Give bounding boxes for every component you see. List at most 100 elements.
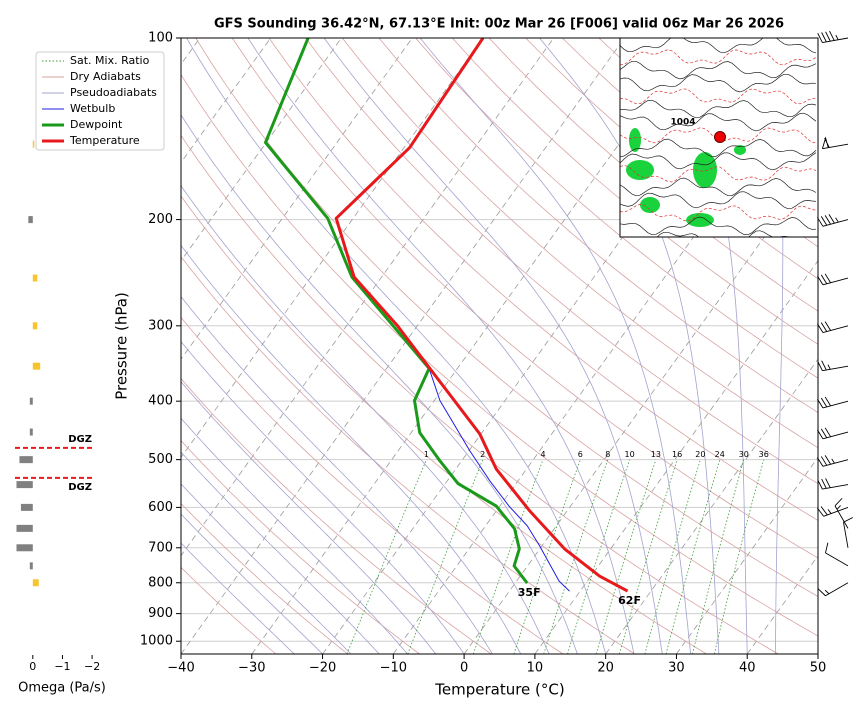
isobar <box>620 60 817 80</box>
mixing-ratio-line <box>567 459 630 654</box>
dry-adiabat <box>305 38 818 485</box>
mixing-ratio-label: 20 <box>695 450 705 459</box>
omega-bar <box>29 562 33 570</box>
precip-area <box>626 160 654 180</box>
wind-barb <box>817 214 849 227</box>
x-tick-label: −10 <box>380 661 407 676</box>
x-tick-label: 10 <box>527 661 544 676</box>
isobar <box>620 165 817 183</box>
isobar <box>620 127 817 144</box>
y-tick-label: 800 <box>148 575 173 590</box>
dry-adiabat <box>181 316 564 654</box>
pseudoadiabat <box>186 38 607 654</box>
legend-label: Dewpoint <box>70 118 123 131</box>
dry-adiabat <box>452 38 818 345</box>
profiles <box>264 38 629 593</box>
wind-barb <box>817 321 849 333</box>
profile-line <box>428 368 570 592</box>
y-axis-label: Pressure (hPa) <box>113 292 131 400</box>
pseudoadiabat <box>419 38 691 654</box>
pseudoadiabat <box>181 244 522 654</box>
mixing-ratio-line <box>407 459 484 654</box>
dgz-label: DGZ <box>68 434 92 445</box>
mixing-ratio-line <box>543 459 609 654</box>
pseudoadiabat <box>181 295 493 654</box>
profile-line <box>264 38 529 585</box>
isobar <box>620 177 817 197</box>
map-inset: 1004 <box>620 38 818 237</box>
legend-label: Dry Adiabats <box>70 70 141 83</box>
y-tick-label: 300 <box>148 318 173 333</box>
dry-adiabat <box>488 38 818 312</box>
legend-label: Temperature <box>69 134 140 147</box>
dry-adiabat <box>268 38 818 521</box>
mixing-ratio-label: 6 <box>578 450 583 459</box>
omega-bar <box>28 216 33 224</box>
y-tick-label: 500 <box>148 452 173 467</box>
isotherm <box>181 38 555 557</box>
y-tick-label: 700 <box>148 540 173 555</box>
mixing-ratio-line <box>665 459 721 654</box>
dry-adiabat <box>181 134 779 654</box>
y-tick-label: 200 <box>148 212 173 227</box>
wind-barb <box>817 455 849 467</box>
mixing-ratio-line <box>692 459 745 654</box>
dry-adiabat <box>181 566 277 654</box>
dgz-label: DGZ <box>68 482 92 493</box>
x-tick-label: −40 <box>167 661 194 676</box>
wind-barb <box>834 497 849 529</box>
isotherm <box>181 38 484 459</box>
x-tick-label: −30 <box>238 661 265 676</box>
mixing-ratio-label: 4 <box>540 450 545 459</box>
wind-barb <box>821 136 849 150</box>
mixing-ratio-label: 13 <box>651 450 661 459</box>
x-tick-label: 0 <box>460 661 468 676</box>
isobar <box>656 230 790 237</box>
precip-area <box>629 128 641 152</box>
mixing-ratio-line <box>595 459 657 654</box>
dry-adiabat <box>195 38 818 597</box>
precip-area <box>693 152 717 188</box>
pseudoadiabat <box>539 38 720 654</box>
wind-barb <box>825 542 849 567</box>
y-tick-label: 100 <box>148 31 173 46</box>
dry-adiabat <box>415 38 818 379</box>
pseudoadiabat <box>181 185 550 654</box>
chart-title: GFS Sounding 36.42°N, 67.13°E Init: 00z … <box>214 17 784 32</box>
x-tick-label: 20 <box>597 661 614 676</box>
wind-barb <box>817 582 849 597</box>
mixing-ratio-label: 36 <box>759 450 769 459</box>
omega-bar <box>32 322 38 330</box>
omega-bar <box>20 503 33 511</box>
omega-bar <box>32 362 41 370</box>
x-axis-label: Temperature (°C) <box>434 681 564 699</box>
map-label: 1004 <box>670 118 695 128</box>
isotherm <box>181 38 271 164</box>
dry-adiabat <box>181 502 348 654</box>
x-tick-label: 30 <box>668 661 685 676</box>
mixing-ratio-label: 1 <box>424 450 429 459</box>
omega-tick-label: −1 <box>54 660 70 673</box>
mixing-ratio-line <box>619 459 678 654</box>
wind-barb <box>817 396 849 409</box>
mixing-ratio-label: 24 <box>715 450 725 459</box>
legend-label: Sat. Mix. Ratio <box>70 54 150 67</box>
isobar <box>620 216 817 236</box>
mixing-ratio-label: 10 <box>625 450 635 459</box>
omega-tick-label: −2 <box>84 660 100 673</box>
omega-bar <box>16 524 33 532</box>
x-tick-label: 50 <box>810 661 827 676</box>
dry-adiabat <box>181 195 707 654</box>
precip-area <box>734 145 746 155</box>
profile-line <box>334 38 629 593</box>
isobar <box>620 38 817 54</box>
dry-adiabat <box>341 38 818 449</box>
omega-bar <box>16 544 33 552</box>
value-label: 62F <box>618 594 641 607</box>
omega-bar <box>29 428 33 436</box>
omega-bar <box>16 481 33 489</box>
pseudoadiabat <box>181 483 352 654</box>
isobar <box>620 112 817 132</box>
pseudoadiabat <box>247 38 635 654</box>
